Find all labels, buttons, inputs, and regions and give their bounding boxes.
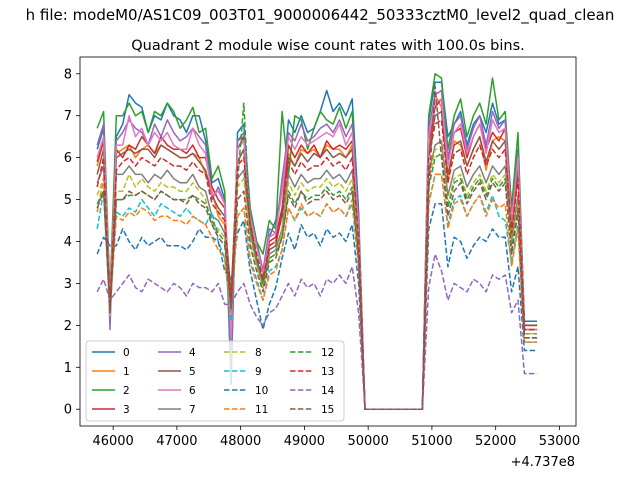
chart-title: Quadrant 2 module wise count rates with … (131, 38, 525, 54)
y-tick-label: 8 (64, 67, 72, 82)
legend-label-14: 14 (321, 385, 335, 397)
series-line-11 (96, 173, 538, 410)
y-tick-label: 4 (64, 235, 72, 250)
figure-suptitle: h file: modeM0/AS1C09_003T01_9000006442_… (26, 6, 615, 25)
x-tick-label: 50000 (347, 434, 388, 449)
series-line-7 (96, 140, 538, 410)
y-tick-label: 6 (64, 151, 72, 166)
series-line-2 (96, 73, 538, 410)
x-axis-offset-label: +4.737e8 (511, 455, 575, 470)
x-tick-label: 52000 (475, 434, 516, 449)
series-line-10 (96, 203, 538, 410)
legend-label-8: 8 (255, 347, 262, 359)
series-line-5 (96, 110, 538, 410)
legend-label-2: 2 (123, 385, 130, 397)
series-line-13 (96, 119, 538, 410)
legend-label-6: 6 (189, 385, 196, 397)
legend-label-1: 1 (123, 366, 130, 378)
legend-label-5: 5 (189, 366, 196, 378)
legend-box (85, 340, 345, 422)
legend-label-7: 7 (189, 404, 196, 416)
y-tick-label: 5 (64, 193, 72, 208)
plot-area (96, 73, 538, 410)
x-tick-label: 48000 (220, 434, 261, 449)
series-line-12 (96, 102, 538, 410)
y-tick-label: 2 (64, 319, 72, 334)
series-line-4 (96, 89, 538, 410)
y-tick-label: 0 (64, 403, 72, 418)
series-line-3 (96, 98, 538, 410)
legend-label-3: 3 (123, 404, 130, 416)
series-line-14 (96, 253, 538, 410)
legend-label-11: 11 (255, 404, 268, 416)
axes: 46000 47000 48000 49000 50000 51000 52000 53000… (64, 56, 580, 449)
legend-label-15: 15 (321, 404, 334, 416)
x-tick-label: 47000 (156, 434, 197, 449)
y-tick-label: 1 (64, 361, 72, 376)
x-tick-label: 51000 (411, 434, 452, 449)
legend-label-12: 12 (321, 347, 334, 359)
legend-label-13: 13 (321, 366, 334, 378)
legend-label-0: 0 (123, 347, 130, 359)
x-tick-label: 46000 (92, 434, 133, 449)
y-tick-label: 3 (64, 277, 72, 292)
series-line-15 (96, 85, 538, 410)
legend-label-10: 10 (255, 385, 268, 397)
legend-label-9: 9 (255, 366, 262, 378)
x-tick-label: 49000 (284, 434, 325, 449)
legend-label-4: 4 (189, 347, 196, 359)
y-tick-label: 7 (64, 109, 72, 124)
x-tick-label: 53000 (539, 434, 580, 449)
series-line-6 (96, 98, 538, 410)
